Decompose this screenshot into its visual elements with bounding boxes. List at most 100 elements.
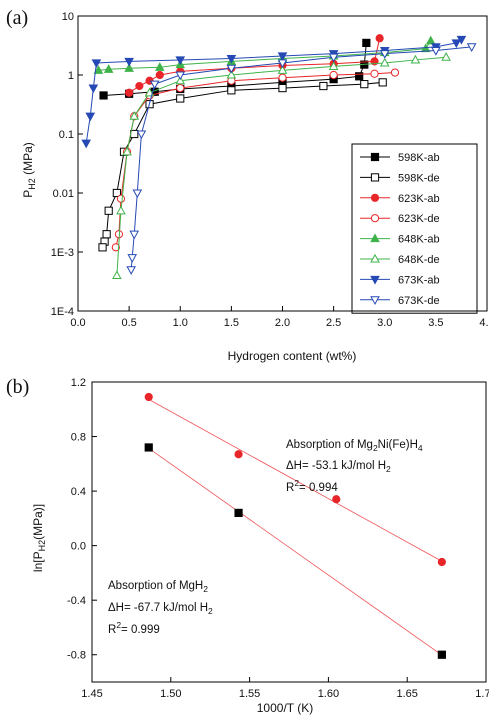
data-point-648K-ab — [425, 35, 436, 45]
series-line-673K-ab — [85, 39, 462, 144]
data-point-673K-de — [328, 53, 339, 63]
fit-line — [148, 447, 443, 656]
data-point-598K-de — [278, 83, 287, 93]
data-point-598K-de — [112, 188, 121, 198]
data-point-623K-ab — [125, 88, 134, 97]
series-line-648K-de — [116, 56, 447, 276]
legend-marker-673K-de — [370, 296, 380, 305]
panel-b-y-tick-label: 0.4 — [71, 486, 86, 498]
panel-b-x-tick-label: 1.50 — [160, 688, 181, 700]
series-623K-de — [111, 68, 400, 252]
panel-b-x-axis-title: 1000/T (K) — [257, 701, 313, 715]
data-point-673K-ab — [456, 35, 467, 45]
data-point-648K-de — [379, 57, 390, 67]
data-point-598K-de — [130, 129, 139, 139]
legend-marker-673K-ab — [370, 275, 380, 285]
legend-marker-648K-ab — [370, 233, 380, 243]
data-point-673K-ab — [226, 54, 237, 64]
panel-b-y-axis-title: ln[PH2(MPa)] — [31, 504, 47, 572]
data-point-598K-de — [102, 230, 111, 239]
data-point-623K-ab — [375, 34, 384, 43]
panel-a-x-tick-label: 0.5 — [121, 317, 136, 329]
legend-marker-648K-de — [370, 253, 380, 263]
data-point-623K-de — [370, 69, 379, 78]
data-point-623K-de — [278, 73, 287, 82]
data-point-673K-de — [126, 266, 136, 275]
data-point-598K-ab — [355, 72, 364, 81]
data-point-648K-de — [129, 111, 140, 120]
data-point-673K-de — [149, 80, 160, 90]
panel-a-x-tick-label: 4.0 — [479, 317, 489, 329]
annotation-mg2ni-r2: R2= 0.994 — [286, 478, 338, 494]
legend-marker-623K-ab — [370, 193, 380, 202]
series-line-623K-ab — [128, 38, 381, 94]
panel-b-plot-frame — [91, 381, 487, 683]
data-point-648K-de — [328, 61, 339, 70]
data-point — [144, 392, 153, 402]
panel-b-y-tick-label: 0.0 — [71, 541, 86, 553]
data-point-673K-ab — [81, 139, 91, 149]
legend-label-598K-ab: 598K-ab — [398, 152, 440, 164]
data-point — [437, 650, 446, 659]
data-point-673K-de — [132, 189, 143, 199]
data-point-673K-ab — [451, 39, 462, 49]
legend-box — [351, 143, 478, 314]
data-point-598K-de — [319, 81, 328, 91]
data-point-623K-de — [390, 68, 400, 77]
series-598K-de — [98, 78, 387, 252]
series-line-623K-de — [115, 72, 396, 248]
panel-a-y-tick-label: 0.01 — [53, 188, 74, 200]
panel-b-y-tick-label: 0.8 — [71, 432, 86, 444]
panel-b-y-tick-label: -0.4 — [67, 595, 86, 607]
panel-b-x-tick-label: 1.65 — [396, 688, 417, 700]
legend-label-673K-ab: 673K-ab — [398, 274, 440, 286]
data-point-623K-de — [329, 70, 338, 80]
panel-a-label: (a) — [6, 7, 28, 29]
data-point-648K-ab — [154, 62, 165, 71]
panel-a-x-tick-label: 2.5 — [326, 317, 341, 329]
series-648K-de — [112, 52, 451, 280]
data-point-673K-de — [127, 254, 137, 263]
data-point-673K-de — [136, 130, 147, 140]
data-point — [332, 495, 341, 504]
data-point-598K-de — [378, 78, 387, 87]
data-point-648K-de — [410, 54, 421, 64]
data-point-648K-de — [112, 270, 122, 280]
annotation-mgh2-title: Absorption of MgH2 — [108, 580, 208, 594]
panel-a-x-tick-label: 3.5 — [428, 317, 443, 329]
data-point-673K-de — [379, 50, 390, 59]
panel-a-y-tick-label: 1E-3 — [51, 247, 74, 259]
data-point-673K-ab — [277, 52, 288, 62]
panel-a-y-tick-label: 0.1 — [59, 129, 74, 141]
data-point-598K-de — [176, 94, 185, 103]
annotation-mg2ni-enthalpy: ΔH= -53.1 kJ/mol H2 — [286, 460, 391, 474]
legend-label-623K-de: 623K-de — [398, 213, 440, 225]
data-point-623K-ab — [155, 70, 164, 80]
data-point-598K-ab — [362, 38, 371, 47]
panel-b-label: (b) — [6, 376, 29, 398]
panel-a-x-tick-label: 3.0 — [377, 317, 392, 329]
data-point-598K-de — [98, 243, 107, 252]
data-point-648K-ab — [124, 63, 134, 72]
data-point-623K-de — [176, 83, 185, 93]
legend-marker-623K-de — [370, 214, 380, 223]
data-point-673K-ab — [124, 57, 134, 67]
panel-a-y-tick-label: 1E-4 — [51, 306, 74, 318]
panel-a-x-axis-title: Hydrogen content (wt%) — [228, 349, 357, 363]
data-point-648K-de — [175, 75, 186, 85]
data-point-648K-ab — [93, 65, 104, 74]
panel-b-x-tick-label: 1.70 — [475, 688, 489, 700]
data-point-648K-de — [277, 65, 288, 74]
data-point-648K-de — [441, 52, 451, 61]
panel-a-y-tick-label: 10 — [62, 11, 74, 23]
data-point-598K-ab — [99, 91, 108, 100]
panel-a-legend: 598K-ab 598K-de 623K-ab 623K-de 648K-ab 648K-… — [351, 143, 478, 314]
data-point-673K-de — [277, 59, 288, 69]
panel-b-x-tick-label: 1.55 — [239, 688, 260, 700]
series-673K-de — [126, 43, 477, 275]
legend-label-598K-de: 598K-de — [398, 172, 440, 184]
data-point-673K-de — [466, 43, 477, 53]
panel-a-x-tick-label: 0.0 — [70, 317, 85, 329]
data-point-598K-de — [227, 86, 236, 95]
